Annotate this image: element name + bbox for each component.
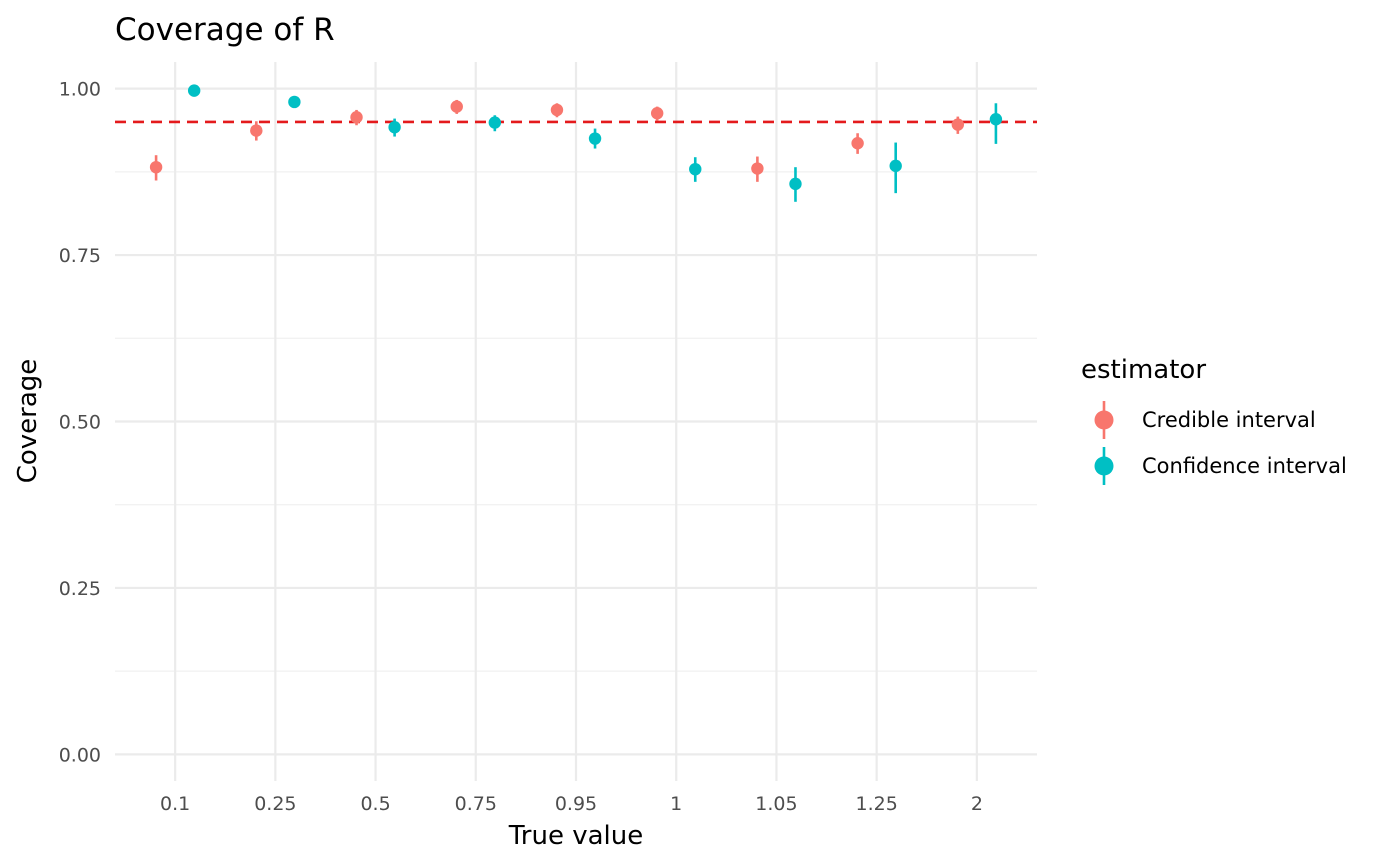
x-tick-label: 0.1 bbox=[160, 793, 190, 815]
data-point bbox=[650, 107, 664, 120]
data-point bbox=[789, 177, 802, 191]
x-tick-label: 0.95 bbox=[555, 793, 597, 815]
data-point bbox=[388, 121, 401, 134]
legend-item: Confidence interval bbox=[1094, 447, 1347, 485]
data-point bbox=[751, 162, 764, 175]
chart-title: Coverage of R bbox=[115, 12, 335, 48]
legend: estimator Credible interval Confidence in… bbox=[1081, 355, 1347, 485]
legend-key-point bbox=[1094, 410, 1114, 430]
data-point bbox=[851, 137, 864, 150]
x-tick-label: 0.25 bbox=[254, 793, 296, 815]
y-tick-label: 0.50 bbox=[59, 412, 101, 434]
legend-key-point bbox=[1094, 456, 1114, 476]
x-tick-label: 1 bbox=[670, 793, 682, 815]
data-point bbox=[689, 162, 702, 176]
y-axis-tick-labels: 0.00 0.25 0.50 0.75 1.00 bbox=[59, 79, 101, 767]
data-point bbox=[951, 118, 965, 131]
series-layer bbox=[149, 84, 1003, 202]
x-tick-label: 0.75 bbox=[455, 793, 497, 815]
y-tick-label: 0.75 bbox=[59, 245, 101, 267]
legend-label: Confidence interval bbox=[1142, 454, 1347, 478]
legend-title: estimator bbox=[1081, 355, 1206, 385]
data-point bbox=[288, 95, 301, 109]
series-confidence-interval bbox=[187, 84, 1003, 202]
x-tick-label: 1.05 bbox=[755, 793, 797, 815]
legend-label: Credible interval bbox=[1142, 408, 1316, 432]
data-point bbox=[588, 132, 602, 145]
y-tick-label: 0.25 bbox=[59, 578, 101, 600]
y-tick-label: 1.00 bbox=[59, 79, 101, 101]
legend-items: Credible interval Confidence interval bbox=[1094, 401, 1347, 485]
series-credible-interval bbox=[149, 99, 965, 182]
data-point bbox=[889, 159, 902, 173]
major-gridlines bbox=[115, 62, 1037, 781]
data-point bbox=[550, 103, 564, 117]
x-tick-label: 0.5 bbox=[360, 793, 390, 815]
y-tick-label: 0.00 bbox=[59, 744, 101, 766]
data-point bbox=[989, 113, 1003, 126]
x-tick-label: 1.25 bbox=[855, 793, 897, 815]
x-axis-tick-labels: 0.1 0.25 0.5 0.75 0.95 1 1.05 1.25 2 bbox=[160, 793, 983, 815]
data-point bbox=[450, 100, 463, 113]
data-point bbox=[250, 124, 263, 137]
data-point bbox=[149, 160, 163, 174]
x-axis-title: True value bbox=[508, 821, 644, 851]
data-point bbox=[488, 116, 502, 129]
y-axis-title: Coverage bbox=[13, 359, 43, 484]
legend-item: Credible interval bbox=[1094, 401, 1316, 439]
data-point bbox=[350, 111, 363, 124]
data-point bbox=[187, 84, 201, 97]
x-tick-label: 2 bbox=[971, 793, 983, 815]
